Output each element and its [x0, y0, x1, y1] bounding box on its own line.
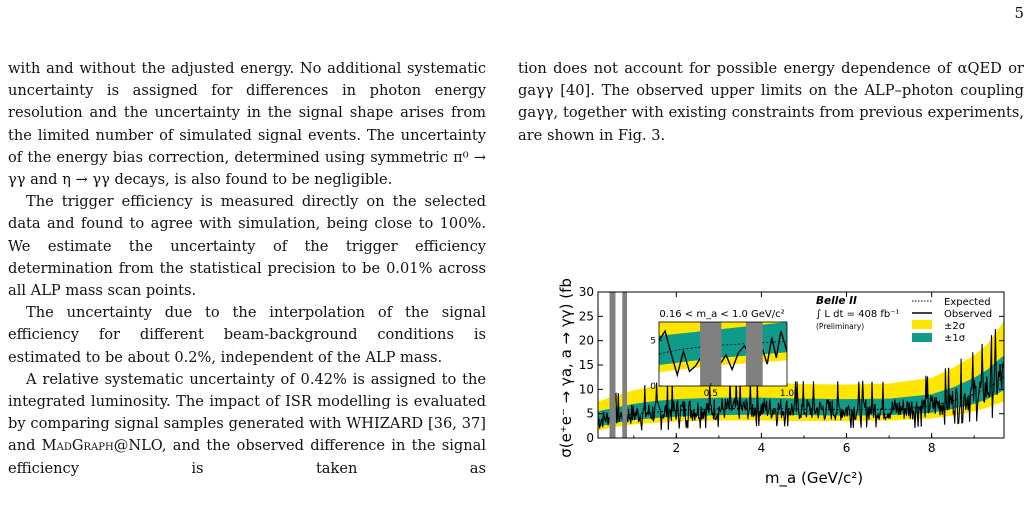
paragraph-systematics: with and without the adjusted energy. No… [8, 60, 486, 189]
observed-line [598, 328, 1004, 431]
left-column: with and without the adjusted energy. No… [8, 58, 486, 480]
paragraph-interpolation: The uncertainty due to the interpolation… [8, 304, 486, 366]
luminosity-text-b: @NLO, and the observed difference in the… [8, 437, 486, 477]
legend-1sigma-swatch [912, 333, 932, 342]
preliminary-label: (Preliminary) [816, 322, 864, 331]
legend: Expected Observed ±2σ ±1σ [912, 297, 992, 344]
inset-x-tick-label: 1.0 [780, 389, 795, 399]
legend-1sigma: ±1σ [944, 333, 966, 344]
legend-observed: Observed [944, 309, 992, 320]
y-tick-label: 10 [579, 382, 594, 396]
madgraph-name: MadGraph [41, 437, 114, 455]
x-tick-label: 8 [928, 441, 936, 455]
right-column: tion does not account for possible energ… [518, 58, 1024, 147]
paragraph-limits: tion does not account for possible energ… [518, 60, 1024, 144]
x-tick-label: 4 [758, 441, 766, 455]
y-tick-label: 0 [586, 431, 594, 445]
inset-x-tick-label: 0.5 [704, 389, 718, 399]
page-number: 5 [1014, 4, 1024, 22]
inset-plot: 0.5 1.0 0 5 0.16 < m_a < 1.0 GeV/c² [650, 309, 795, 399]
inset-vetoed-region-1 [700, 322, 722, 386]
y-tick-label: 30 [579, 285, 594, 299]
y-tick-label: 25 [579, 309, 594, 323]
experiment-name: Belle II [816, 295, 857, 307]
vetoed-region-1 [609, 292, 616, 438]
main-plot [598, 292, 1004, 438]
inset-frame [658, 321, 788, 387]
paragraph-luminosity: A relative systematic uncertainty of 0.4… [8, 369, 486, 480]
y-tick-label: 5 [586, 407, 594, 421]
cross-section-limit-figure: 2 4 6 8 0 5 10 15 20 25 30 m_a (GeV/c²) σ(e⁺e⁻ → γ… [557, 278, 1005, 488]
x-tick-label: 6 [843, 441, 851, 455]
inset-y-tick-label: 5 [650, 336, 656, 346]
y-tick-label: 15 [579, 358, 594, 372]
y-axis-label: σ(e⁺e⁻ → γa, a → γγ) (fb) [557, 278, 575, 458]
legend-2sigma-swatch [912, 320, 932, 329]
paragraph-trigger: The trigger efficiency is measured direc… [8, 193, 486, 300]
inset-mass-range-label: 0.16 < m_a < 1.0 GeV/c² [659, 309, 784, 320]
experiment-label: Belle II ∫ L dt = 408 fb⁻¹ (Preliminary) [816, 295, 900, 331]
x-tick-label: 2 [672, 441, 680, 455]
luminosity-label: ∫ L dt = 408 fb⁻¹ [816, 309, 900, 320]
inset-vetoed-region-2 [745, 322, 763, 386]
legend-2sigma: ±2σ [944, 321, 966, 332]
legend-expected: Expected [944, 297, 991, 308]
inset-observed-line [659, 329, 787, 378]
luminosity-text-a: A relative systematic uncertainty of 0.4… [8, 370, 486, 455]
inset-y-tick-label: 0 [650, 382, 656, 392]
vetoed-region-2 [622, 292, 627, 438]
main-axes: 2 4 6 8 0 5 10 15 20 25 30 [579, 285, 1004, 455]
y-tick-label: 20 [579, 334, 594, 348]
x-axis-label: m_a (GeV/c²) [765, 469, 863, 488]
